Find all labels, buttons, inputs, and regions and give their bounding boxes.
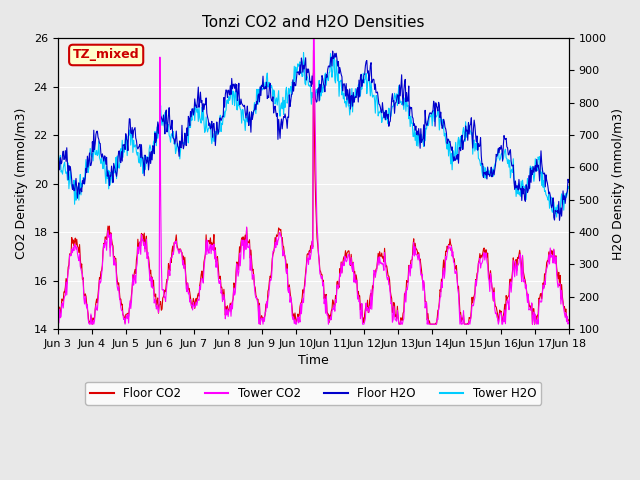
Y-axis label: CO2 Density (mmol/m3): CO2 Density (mmol/m3) (15, 108, 28, 259)
Y-axis label: H2O Density (mmol/m3): H2O Density (mmol/m3) (612, 108, 625, 260)
Legend: Floor CO2, Tower CO2, Floor H2O, Tower H2O: Floor CO2, Tower CO2, Floor H2O, Tower H… (85, 382, 541, 405)
Title: Tonzi CO2 and H2O Densities: Tonzi CO2 and H2O Densities (202, 15, 424, 30)
Text: TZ_mixed: TZ_mixed (73, 48, 140, 61)
X-axis label: Time: Time (298, 354, 328, 367)
